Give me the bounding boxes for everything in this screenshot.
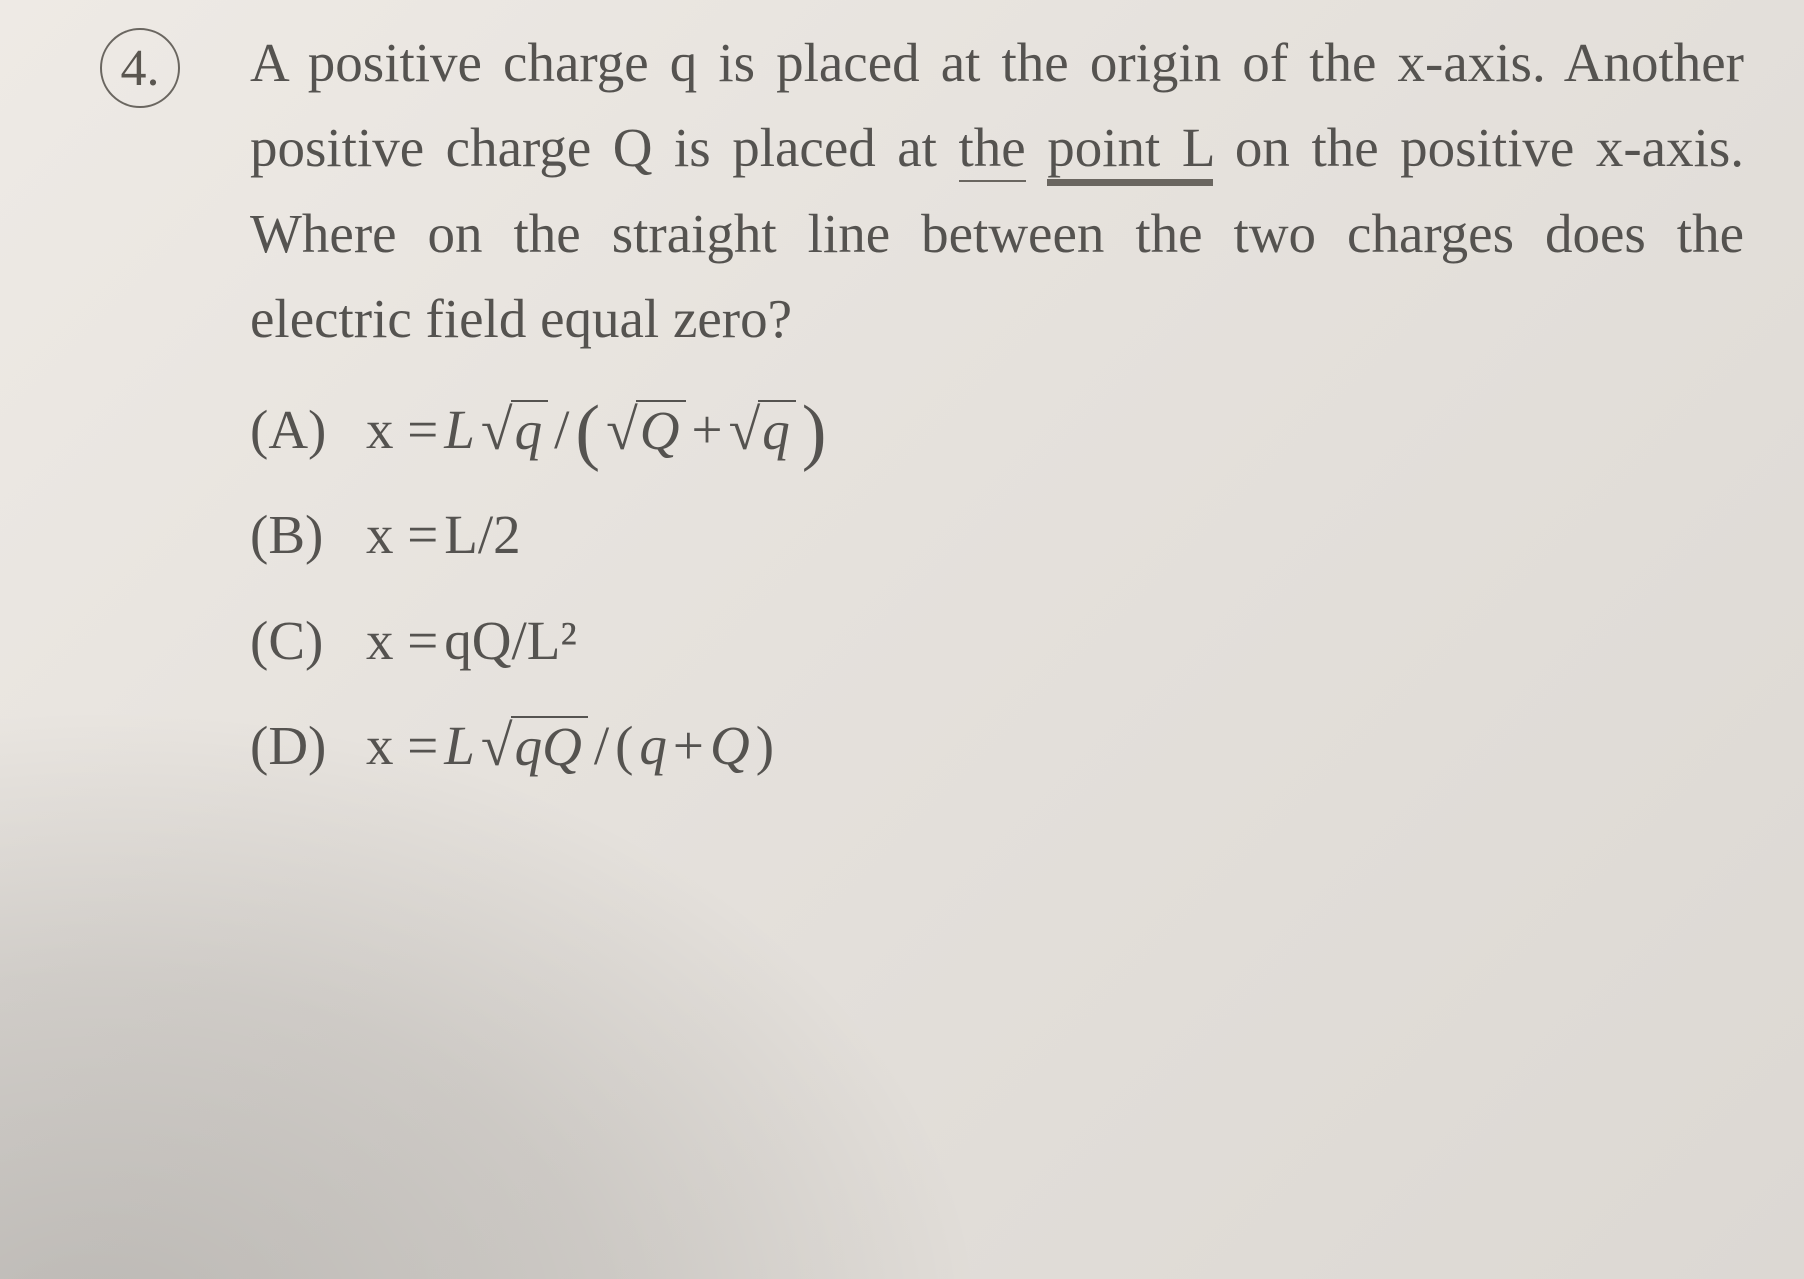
- sqrt-q-icon: √ q: [481, 399, 548, 460]
- opt-b-rhs: L/2: [444, 492, 520, 577]
- options-list: (A) x = L √ q / ( √ Q: [250, 387, 1744, 788]
- sqrt-arg-qQ: qQ: [511, 716, 588, 776]
- option-d-label: (D): [250, 703, 340, 788]
- tok-L-d: L: [444, 703, 475, 788]
- rparen-d: ): [756, 703, 774, 788]
- tok-L: L: [444, 387, 475, 472]
- opt-c-rhs: qQ/L²: [444, 598, 577, 683]
- question-block: 4. A positive charge q is placed at the …: [100, 20, 1744, 808]
- rparen-icon: ): [802, 403, 827, 462]
- option-c-label: (C): [250, 598, 340, 683]
- sqrt-qQ-icon: √ qQ: [481, 715, 588, 776]
- sqrt-bigq-icon: √ Q: [606, 399, 685, 460]
- tok-Q-d: Q: [710, 703, 750, 788]
- option-a: (A) x = L √ q / ( √ Q: [250, 387, 1744, 472]
- lparen-d: (: [615, 703, 633, 788]
- stem-underline-the: the: [959, 117, 1026, 182]
- sqrt-arg-bigq: Q: [636, 400, 686, 460]
- radical-icon: √: [481, 402, 513, 460]
- lparen-icon: (: [575, 403, 600, 462]
- sqrt-q2-icon: √ q: [729, 399, 796, 460]
- opt-c-lhs: x =: [366, 598, 438, 683]
- radical-icon: √: [481, 718, 513, 776]
- tok-q-d: q: [639, 703, 667, 788]
- option-d: (D) x = L √ qQ / ( q + Q ): [250, 703, 1744, 788]
- opt-d-lhs: x =: [366, 703, 438, 788]
- option-c: (C) x = qQ/L²: [250, 598, 1744, 683]
- question-number-wrap: 4.: [100, 28, 180, 108]
- tok-slash: /: [554, 387, 569, 472]
- tok-slash-d: /: [594, 703, 609, 788]
- question-number: 4.: [121, 39, 160, 98]
- sqrt-arg-q2: q: [758, 400, 796, 460]
- option-a-math: x = L √ q / ( √ Q +: [366, 387, 827, 472]
- question-number-circle: 4.: [100, 28, 180, 108]
- sqrt-arg-q: q: [511, 400, 549, 460]
- opt-b-lhs: x =: [366, 492, 438, 577]
- stem-underline-point-l: point L: [1047, 117, 1213, 182]
- question-stem: A positive charge q is placed at the ori…: [250, 20, 1744, 361]
- option-d-math: x = L √ qQ / ( q + Q ): [366, 703, 774, 788]
- opt-a-lhs: x =: [366, 387, 438, 472]
- option-b-label: (B): [250, 492, 340, 577]
- tok-plus-d: +: [673, 703, 704, 788]
- radical-icon: √: [606, 402, 638, 460]
- option-c-math: x = qQ/L²: [366, 598, 577, 683]
- radical-icon: √: [729, 402, 761, 460]
- option-b: (B) x = L/2: [250, 492, 1744, 577]
- option-b-math: x = L/2: [366, 492, 521, 577]
- question-body: A positive charge q is placed at the ori…: [250, 20, 1744, 788]
- option-a-label: (A): [250, 387, 340, 472]
- tok-plus: +: [692, 387, 723, 472]
- page: 4. A positive charge q is placed at the …: [0, 0, 1804, 1279]
